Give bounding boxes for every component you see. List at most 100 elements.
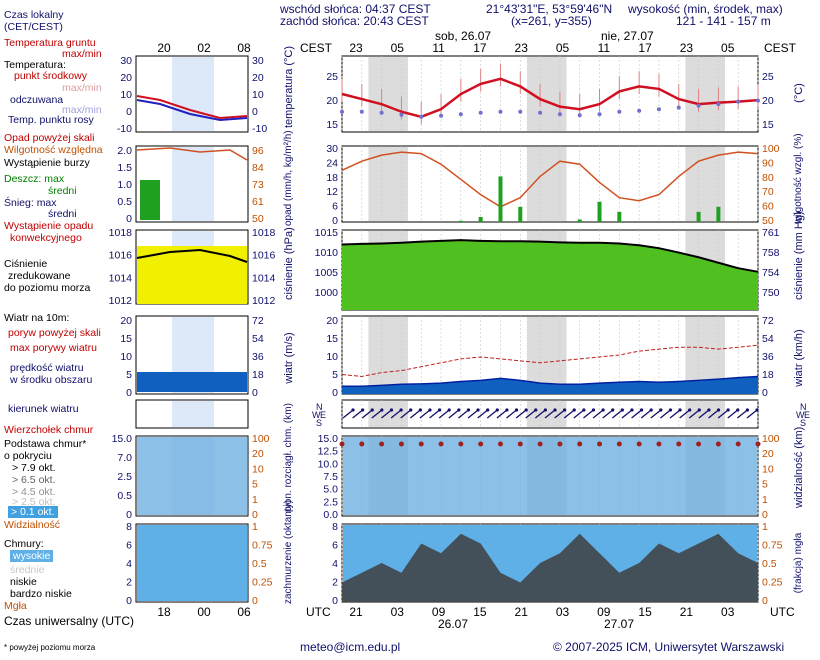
- tick-mini-precip: 0: [126, 213, 132, 225]
- tick-mini-temp-right: 20: [252, 72, 264, 84]
- wind-arrow-head: [351, 408, 355, 412]
- tick-cover-right: 0.75: [762, 540, 783, 552]
- tick-mini-temp-left: -10: [117, 123, 132, 135]
- wind-arrow-head: [514, 408, 519, 412]
- tick-precip-left: 0: [332, 215, 338, 227]
- tick-cover-right: 1: [762, 521, 768, 533]
- wind-arrow-head: [380, 408, 384, 412]
- legend-fog: Mgła: [4, 600, 27, 612]
- tick-mini-cover-right: 0: [252, 595, 258, 607]
- tick-precip-left: 18: [326, 172, 338, 184]
- wind-arrow-head: [361, 408, 365, 412]
- top-axis-cest-right: CEST: [764, 41, 797, 55]
- wind-arrow-head: [524, 408, 528, 412]
- dewpoint-point: [577, 113, 582, 118]
- top-axis-hour: 23: [515, 41, 529, 55]
- mini-bottom-axis-hour: 18: [157, 605, 171, 619]
- tick-cover-left: 2: [332, 577, 338, 589]
- bottom-axis-date2: 27.07: [604, 617, 634, 631]
- tick-mini-cover-left: 6: [126, 540, 132, 552]
- dewpoint-point: [637, 108, 642, 113]
- axis-title-wind-left: wiatr (m/s): [283, 332, 295, 384]
- wind-arrow-head: [486, 408, 490, 412]
- tick-temp-right: 15: [762, 119, 774, 131]
- legend-cloud-base: Podstawa chmur*: [4, 438, 87, 450]
- mini-cover-background: [137, 525, 247, 601]
- legend-footnote: * powyżej poziomu morza: [4, 643, 96, 652]
- wind-arrow: [592, 409, 604, 419]
- legend-gust-above: poryw powyżej skali: [8, 327, 101, 339]
- tick-mini-precip: 2.0: [117, 145, 132, 157]
- tick-mini-cloud-right: 20: [252, 448, 264, 460]
- wind-arrow: [429, 409, 440, 419]
- night-band: [368, 57, 409, 131]
- wind-arrow: [506, 409, 517, 419]
- cloud-top-point: [597, 441, 603, 447]
- mini-top-axis-hour: 02: [197, 41, 211, 55]
- tick-precip-right: 80: [762, 172, 774, 184]
- tick-mini-precip: 0.5: [117, 196, 132, 208]
- tick-mini-cloud: 2.5: [117, 471, 132, 483]
- dewpoint-point: [399, 112, 404, 117]
- wind-arrow: [515, 409, 527, 419]
- tick-mini-hum: 96: [252, 145, 264, 157]
- tick-mini-wind-right: 18: [252, 369, 264, 381]
- tick-mini-cover-left: 8: [126, 521, 132, 533]
- dewpoint-point: [340, 109, 344, 114]
- tick-cloud-left: 10.0: [318, 458, 339, 470]
- tick-mini-temp-left: 30: [120, 55, 132, 67]
- tick-mini-cloud: 7.0: [117, 452, 132, 464]
- wind-arrow-head: [726, 408, 730, 412]
- wind-arrow-head: [505, 408, 509, 412]
- wind-arrow-head: [649, 408, 653, 412]
- legend-low: niskie: [10, 576, 37, 588]
- compass-w-right: W: [796, 410, 805, 420]
- mini-temp-line: [136, 95, 248, 120]
- dewpoint-point: [478, 110, 483, 115]
- tick-wind-right: 0: [762, 387, 768, 399]
- tick-mini-press-left: 1018: [109, 227, 133, 239]
- tick-cloud-left: 5.0: [323, 484, 338, 496]
- bottom-axis-hour: 09: [597, 605, 611, 619]
- cloud-top-point: [636, 441, 642, 447]
- grid-text: (x=261, y=355): [511, 14, 592, 28]
- tick-press-right: 754: [762, 267, 780, 279]
- mini-night-band: [172, 401, 214, 427]
- tick-mini-wind-left: 15: [120, 333, 132, 345]
- axis-title-cover-right: (frakcja) mgła: [793, 532, 804, 594]
- tick-cloud-left: 7.5: [323, 471, 338, 483]
- top-axis-hour: 05: [391, 41, 405, 55]
- elevation-values: 121 - 141 - 157 m: [676, 14, 771, 28]
- tick-precip-left: 6: [332, 201, 338, 213]
- tick-precip-left: 12: [326, 186, 338, 198]
- wind-arrow: [381, 409, 392, 419]
- wind-arrow-head: [755, 408, 759, 412]
- footer-email[interactable]: meteo@icm.edu.pl: [300, 640, 401, 654]
- bottom-axis-hour: 15: [473, 605, 487, 619]
- top-axis-hour: 17: [638, 41, 652, 55]
- wind-arrow-head: [466, 408, 471, 412]
- tick-mini-hum: 73: [252, 179, 264, 191]
- sunrise-text: wschód słońca: 04:37 CEST: [280, 2, 431, 16]
- wind-arrow-head: [409, 408, 413, 412]
- axis-title-temp-right: (°C): [793, 83, 805, 103]
- tick-mini-hum: 84: [252, 162, 264, 174]
- top-axis-hour: 05: [721, 41, 735, 55]
- tick-mini-cloud: 0.5: [117, 490, 132, 502]
- tick-mini-press-left: 1016: [109, 250, 133, 262]
- wind-arrow: [525, 409, 537, 419]
- wind-arrow: [583, 409, 594, 419]
- tick-precip-right: 70: [762, 186, 774, 198]
- tick-wind-right: 72: [762, 315, 774, 327]
- tick-cover-right: 0.5: [762, 558, 777, 570]
- mini-bottom-axis-hour: 00: [197, 605, 211, 619]
- tick-wind-left: 5: [332, 369, 338, 381]
- tick-mini-wind-right: 36: [252, 351, 264, 363]
- wind-arrow: [342, 409, 354, 419]
- wind-arrow-head: [697, 408, 701, 412]
- wind-arrow-head: [745, 408, 749, 412]
- top-axis-day2: nie, 27.07: [601, 29, 654, 43]
- tick-wind-left: 15: [326, 333, 338, 345]
- wind-arrow-head: [659, 408, 663, 412]
